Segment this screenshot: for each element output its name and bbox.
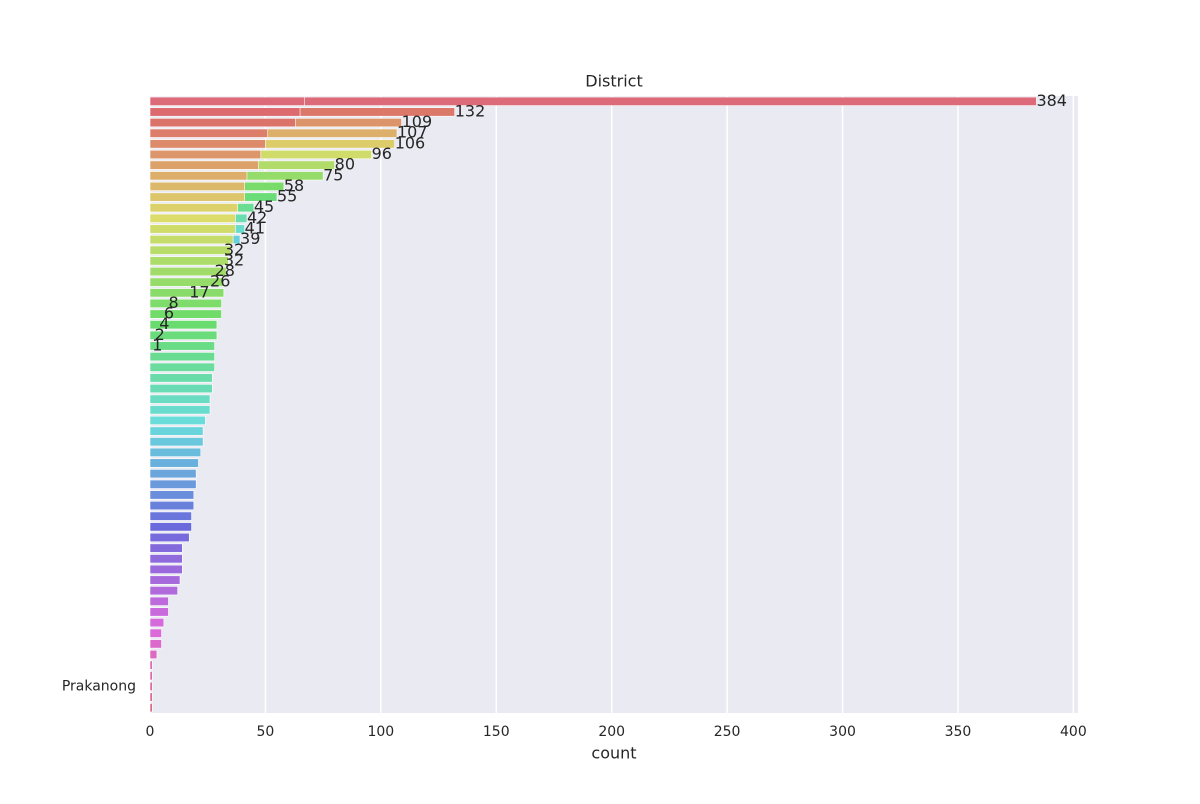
bar xyxy=(149,628,162,638)
bar xyxy=(149,320,218,330)
bar xyxy=(149,341,215,351)
x-tick-label: 50 xyxy=(257,724,275,740)
value-label: 106 xyxy=(395,133,426,152)
value-label: 55 xyxy=(277,187,297,206)
chart-title: District xyxy=(585,72,642,91)
bar xyxy=(149,181,245,191)
bar xyxy=(149,96,305,106)
bar xyxy=(149,405,211,415)
bar xyxy=(149,554,183,564)
value-label: 75 xyxy=(323,165,343,184)
value-label: 26 xyxy=(210,272,230,291)
x-tick-label: 200 xyxy=(598,724,625,740)
bar xyxy=(149,192,245,202)
bar xyxy=(149,532,190,543)
x-tick-label: 300 xyxy=(829,724,856,740)
x-axis-label: count xyxy=(591,744,636,763)
bar xyxy=(149,373,213,383)
bar xyxy=(149,245,232,255)
bar xyxy=(149,256,229,266)
y-tick-label: Prakanong xyxy=(62,678,136,694)
bar xyxy=(149,607,169,617)
bar xyxy=(149,288,225,298)
bar xyxy=(149,330,218,340)
bar xyxy=(149,362,215,372)
bar xyxy=(149,681,153,691)
bar xyxy=(149,107,301,117)
value-label: 132 xyxy=(455,101,486,120)
bar xyxy=(149,586,179,596)
bar xyxy=(149,266,227,277)
bar xyxy=(149,660,153,670)
bar xyxy=(149,426,204,436)
bar xyxy=(149,383,213,394)
bar xyxy=(149,437,204,447)
bar xyxy=(149,501,195,511)
bar xyxy=(149,224,236,234)
bar xyxy=(149,543,183,553)
value-label: 384 xyxy=(1036,91,1067,110)
bar xyxy=(149,649,158,660)
value-label: 8 xyxy=(168,293,178,312)
x-tick-label: 100 xyxy=(367,724,394,740)
value-label: 4 xyxy=(159,314,169,333)
bar xyxy=(149,522,192,532)
value-label: 17 xyxy=(189,282,209,301)
x-tick-label: 400 xyxy=(1060,724,1087,740)
bar xyxy=(149,139,266,149)
bar xyxy=(149,458,199,468)
bar xyxy=(149,490,195,500)
bar xyxy=(149,149,262,160)
value-label: 41 xyxy=(245,218,265,237)
bar xyxy=(149,118,296,128)
bar xyxy=(149,415,206,426)
value-label: 6 xyxy=(164,304,174,323)
value-label: 1 xyxy=(152,335,162,354)
bar xyxy=(149,671,153,681)
bar xyxy=(149,352,215,362)
value-label: 58 xyxy=(284,176,304,195)
bar xyxy=(149,596,169,606)
value-label: 39 xyxy=(240,229,260,248)
x-tick-label: 150 xyxy=(483,724,510,740)
bar xyxy=(149,511,192,521)
bar xyxy=(149,160,259,170)
bar xyxy=(149,394,211,404)
value-label: 42 xyxy=(247,208,267,227)
bar xyxy=(149,618,165,628)
bar xyxy=(149,235,234,245)
value-label: 109 xyxy=(402,112,433,131)
bar xyxy=(149,575,181,585)
value-label: 2 xyxy=(155,325,165,344)
bar xyxy=(149,213,236,223)
bar xyxy=(149,479,197,489)
bar xyxy=(149,203,239,213)
value-label: 32 xyxy=(224,240,244,259)
x-tick-label: 0 xyxy=(146,724,155,740)
bar xyxy=(149,309,222,319)
bar xyxy=(149,128,269,138)
x-tick-label: 250 xyxy=(714,724,741,740)
value-label: 45 xyxy=(254,197,274,216)
value-label: 28 xyxy=(215,261,235,280)
bar xyxy=(149,692,153,702)
bar xyxy=(149,469,197,479)
bar xyxy=(149,703,153,713)
x-tick-label: 350 xyxy=(945,724,972,740)
value-label: 107 xyxy=(397,123,428,142)
plot-area xyxy=(150,96,1078,713)
bar xyxy=(149,298,222,308)
bar xyxy=(149,277,225,287)
value-label: 96 xyxy=(372,144,392,163)
bar xyxy=(149,564,183,574)
bar xyxy=(149,171,248,181)
value-label: 80 xyxy=(335,155,355,174)
bar xyxy=(149,639,162,649)
value-label: 32 xyxy=(224,250,244,269)
bar xyxy=(149,447,202,457)
